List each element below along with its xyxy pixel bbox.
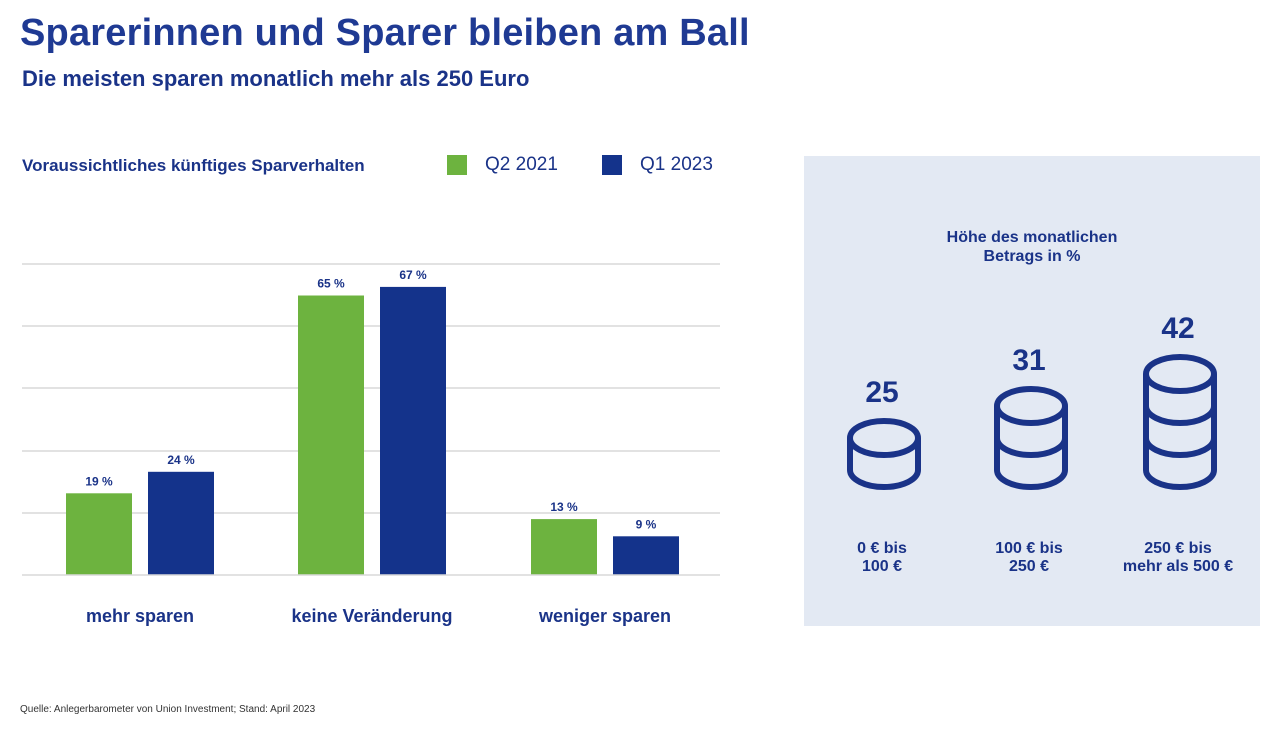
coin-edge (1143, 373, 1217, 394)
legend-label-q2-2021: Q2 2021 (485, 154, 558, 175)
coin-label-0-100-line2: 100 € (861, 558, 903, 575)
coin-label-0-100-line1: 0 € bis (857, 540, 907, 557)
category-label: keine Veränderung (291, 606, 452, 626)
bar-q1-2023 (380, 286, 446, 575)
coin-label-250-500: 250 € bis mehr als 500 € (1103, 540, 1253, 576)
data-label: 13 % (550, 500, 578, 514)
coin-edge (847, 437, 921, 458)
data-label: 19 % (85, 474, 113, 488)
legend-title: Voraussichtliches künftiges Sparverhalte… (22, 156, 365, 175)
panel-title-line2: Betrags in % (983, 248, 1081, 265)
data-label: 67 % (399, 268, 427, 282)
data-label: 9 % (636, 517, 657, 531)
coin-label-250-500-line1: 250 € bis (1144, 540, 1212, 557)
bar-chart: 19 % 24 % mehr sparen 65 % 67 % keine Verände… (22, 263, 720, 626)
coin-edge (1143, 405, 1217, 426)
bar-q1-2023 (613, 536, 679, 575)
coin-stack-icon (847, 418, 921, 490)
coin-edge (994, 405, 1068, 426)
coin-value-0-100: 25 (865, 376, 899, 409)
chart-subtitle: Die meisten sparen monatlich mehr als 25… (22, 66, 530, 91)
legend-swatch-q1-2023 (602, 155, 622, 175)
coin-label-250-500-line2: mehr als 500 € (1122, 558, 1234, 575)
source-note: Quelle: Anlegerbarometer von Union Inves… (20, 704, 316, 715)
coin-stack-icon (994, 386, 1068, 490)
data-label: 65 % (317, 277, 345, 291)
bar-q2-2021 (531, 519, 597, 575)
category-label: weniger sparen (538, 606, 671, 626)
legend-item-q2-2021: Q2 2021 (447, 152, 558, 178)
bar-q2-2021 (298, 295, 364, 575)
coin-stack-icon (1143, 354, 1217, 490)
panel-title: Höhe des monatlichen Betrags in % (804, 228, 1260, 266)
coin-edge (994, 437, 1068, 458)
data-label: 24 % (167, 453, 195, 467)
legend-swatch-q2-2021 (447, 155, 467, 175)
bar-q2-2021 (66, 493, 132, 575)
coin-label-100-250-line2: 250 € (1008, 558, 1050, 575)
monthly-amount-panel: Höhe des monatlichen Betrags in % 25 0 €… (804, 156, 1260, 626)
coin-stack-outline (994, 386, 1068, 490)
coin-label-100-250-line1: 100 € bis (995, 540, 1063, 557)
chart-title: Sparerinnen und Sparer bleiben am Ball (20, 12, 750, 54)
legend-label-q1-2023: Q1 2023 (640, 154, 713, 175)
legend-item-q1-2023: Q1 2023 (602, 152, 713, 178)
bar-q1-2023 (148, 471, 214, 575)
coin-value-100-250: 31 (1012, 344, 1046, 377)
coin-stack-outline (847, 418, 921, 490)
category-label: mehr sparen (86, 606, 194, 626)
coin-label-100-250: 100 € bis 250 € (954, 540, 1104, 576)
coin-stack-outline (1143, 354, 1217, 490)
coin-edge (1143, 437, 1217, 458)
panel-title-line1: Höhe des monatlichen (946, 229, 1118, 246)
coin-label-0-100: 0 € bis 100 € (807, 540, 957, 576)
coin-value-250-500: 42 (1161, 312, 1195, 345)
